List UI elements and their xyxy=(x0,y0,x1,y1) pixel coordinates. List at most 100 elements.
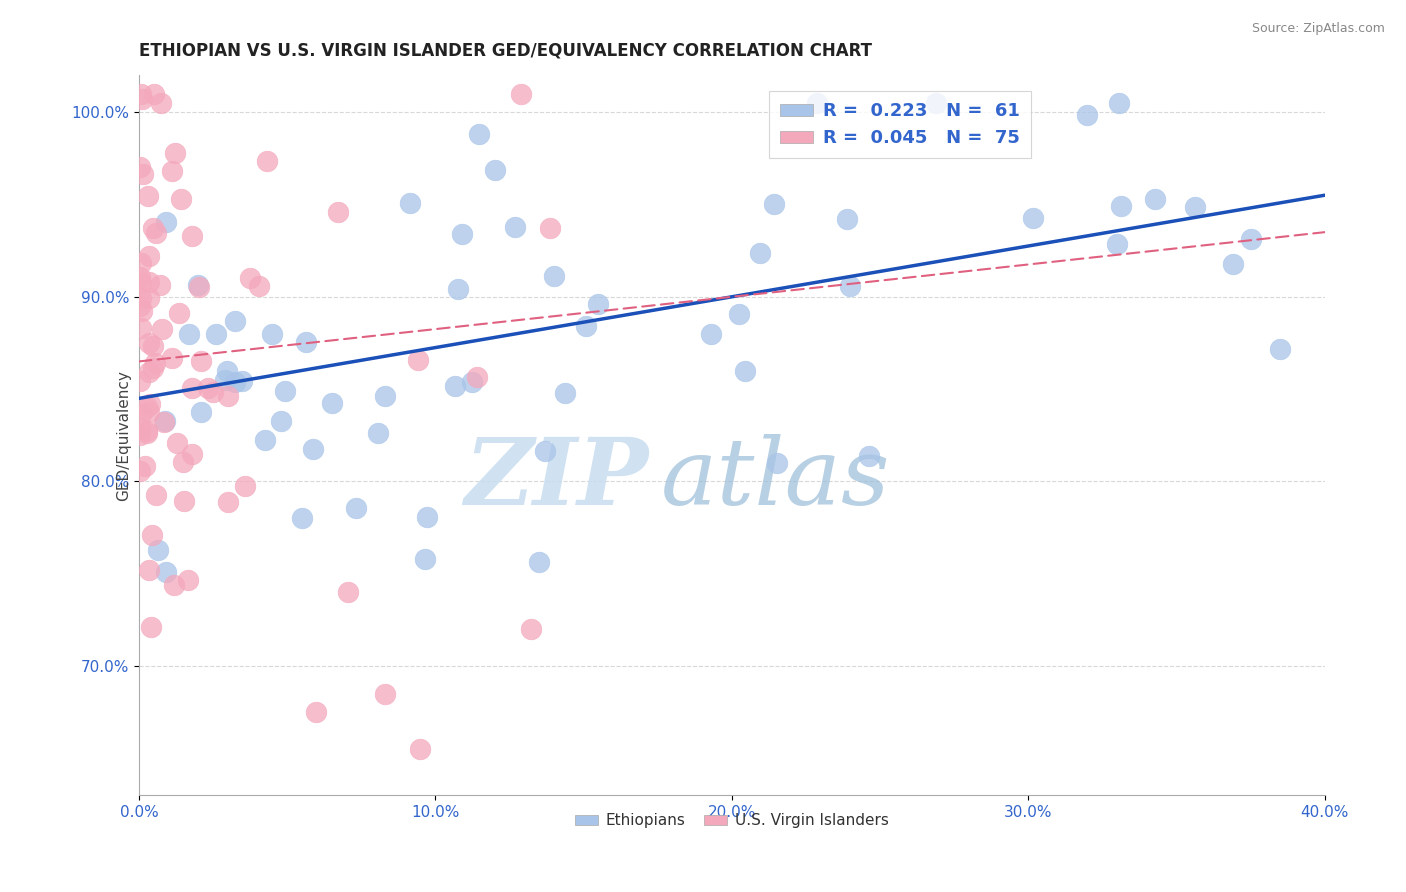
Legend: Ethiopians, U.S. Virgin Islanders: Ethiopians, U.S. Virgin Islanders xyxy=(569,807,894,835)
Point xyxy=(1108,95,1130,110)
Point xyxy=(129,427,152,442)
Point xyxy=(256,154,278,169)
Point xyxy=(150,322,173,336)
Point xyxy=(749,246,772,260)
Point xyxy=(231,374,253,388)
Point xyxy=(214,373,236,387)
Point xyxy=(201,384,224,399)
Point xyxy=(305,706,328,720)
Point xyxy=(136,425,159,440)
Point xyxy=(143,356,166,370)
Point xyxy=(239,271,262,285)
Point xyxy=(763,197,786,211)
Point xyxy=(294,334,316,349)
Point xyxy=(503,220,526,235)
Point xyxy=(367,425,389,440)
Point xyxy=(406,352,429,367)
Point xyxy=(217,363,239,377)
Point xyxy=(136,425,159,439)
Point xyxy=(260,327,283,342)
Point xyxy=(138,404,160,418)
Point xyxy=(533,444,555,458)
Point xyxy=(374,388,396,402)
Point xyxy=(291,511,314,525)
Point xyxy=(509,87,531,101)
Point xyxy=(131,167,153,181)
Text: ETHIOPIAN VS U.S. VIRGIN ISLANDER GED/EQUIVALENCY CORRELATION CHART: ETHIOPIAN VS U.S. VIRGIN ISLANDER GED/EQ… xyxy=(139,42,872,60)
Point xyxy=(169,306,191,320)
Point xyxy=(858,450,880,464)
Point xyxy=(142,339,165,353)
Point xyxy=(451,227,474,241)
Point xyxy=(146,543,169,558)
Point xyxy=(136,188,159,202)
Point xyxy=(131,255,153,269)
Point xyxy=(129,270,152,285)
Point xyxy=(233,479,256,493)
Point xyxy=(538,221,561,235)
Point xyxy=(153,413,176,427)
Point xyxy=(173,494,195,508)
Point xyxy=(141,528,163,542)
Point xyxy=(131,304,153,318)
Point xyxy=(141,619,163,633)
Point xyxy=(165,145,187,160)
Point xyxy=(160,351,183,366)
Point xyxy=(484,162,506,177)
Point xyxy=(399,196,422,211)
Point xyxy=(138,249,160,263)
Point xyxy=(129,292,152,306)
Point xyxy=(138,563,160,577)
Point xyxy=(129,87,152,101)
Point xyxy=(734,364,756,378)
Point xyxy=(134,458,156,473)
Point xyxy=(163,577,186,591)
Point xyxy=(520,622,543,636)
Point xyxy=(326,205,349,219)
Point xyxy=(136,400,159,414)
Point xyxy=(270,414,292,428)
Point xyxy=(1105,237,1128,252)
Point xyxy=(149,278,172,293)
Point xyxy=(145,488,167,502)
Point xyxy=(1184,200,1206,214)
Point xyxy=(409,742,432,756)
Point xyxy=(143,87,166,101)
Point xyxy=(253,434,276,448)
Point xyxy=(700,326,723,341)
Point xyxy=(190,354,212,368)
Point xyxy=(177,326,200,341)
Point xyxy=(145,226,167,240)
Point xyxy=(1022,211,1045,225)
Point xyxy=(1143,192,1166,206)
Point xyxy=(543,269,565,284)
Text: atlas: atlas xyxy=(661,434,890,524)
Point xyxy=(274,384,297,398)
Point xyxy=(336,585,359,599)
Text: ZIP: ZIP xyxy=(464,434,648,524)
Point xyxy=(166,436,188,450)
Point xyxy=(224,314,246,328)
Point xyxy=(924,95,946,110)
Point xyxy=(835,212,858,227)
Point xyxy=(224,375,246,389)
Point xyxy=(181,447,204,461)
Point xyxy=(129,299,152,313)
Point xyxy=(131,321,153,335)
Point xyxy=(139,397,162,411)
Point xyxy=(153,415,176,429)
Point xyxy=(1270,342,1292,356)
Point xyxy=(187,277,209,292)
Point xyxy=(180,381,202,395)
Point xyxy=(155,565,177,579)
Point xyxy=(1239,232,1261,246)
Point xyxy=(187,280,209,294)
Point xyxy=(190,405,212,419)
Point xyxy=(806,95,828,110)
Point xyxy=(416,509,439,524)
Point xyxy=(138,335,160,350)
Point xyxy=(344,501,367,516)
Point xyxy=(138,275,160,289)
Point xyxy=(172,455,194,469)
Point xyxy=(197,381,219,395)
